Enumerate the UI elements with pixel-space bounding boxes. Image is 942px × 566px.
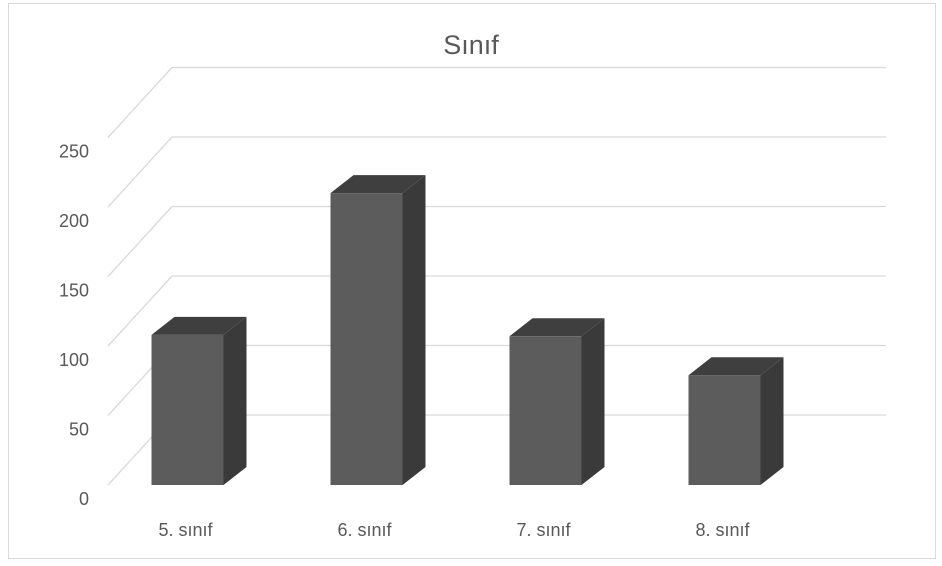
chart-title: Sınıf — [443, 30, 499, 60]
y-tick-label: 200 — [59, 211, 89, 231]
bar-side — [581, 318, 605, 485]
y-tick-label: 50 — [69, 420, 89, 440]
gridline-depth — [107, 206, 173, 277]
y-tick-label: 250 — [59, 142, 89, 162]
y-tick-label: 100 — [59, 350, 89, 370]
bar — [330, 175, 426, 485]
gridline-depth — [107, 275, 173, 347]
y-tick-label: 0 — [79, 489, 89, 509]
bar-side — [402, 175, 426, 485]
y-axis-ticks: 0 50 100 150 200 250 — [59, 142, 89, 510]
bar-top — [151, 316, 247, 335]
bar-side — [223, 316, 247, 485]
bar-front — [330, 193, 403, 485]
bar-front — [688, 375, 761, 485]
bars — [151, 175, 784, 485]
x-tick-label: 5. sınıf — [158, 520, 213, 540]
bar — [688, 357, 784, 485]
bar-front — [151, 334, 224, 485]
x-tick-label: 7. sınıf — [516, 520, 571, 540]
bar-side — [760, 357, 784, 485]
gridlines — [107, 66, 886, 486]
bar — [151, 316, 247, 485]
gridline-depth — [107, 67, 173, 138]
x-axis-labels: 5. sınıf 6. sınıf 7. sınıf 8. sınıf — [158, 520, 750, 540]
bar-top — [509, 318, 605, 337]
bar-top — [688, 357, 784, 376]
x-tick-label: 6. sınıf — [337, 520, 392, 540]
y-tick-label: 150 — [59, 281, 89, 301]
bar-front — [509, 336, 582, 485]
bar — [509, 318, 605, 485]
gridline-depth — [107, 136, 173, 208]
bar-top — [330, 175, 426, 194]
x-tick-label: 8. sınıf — [695, 520, 750, 540]
